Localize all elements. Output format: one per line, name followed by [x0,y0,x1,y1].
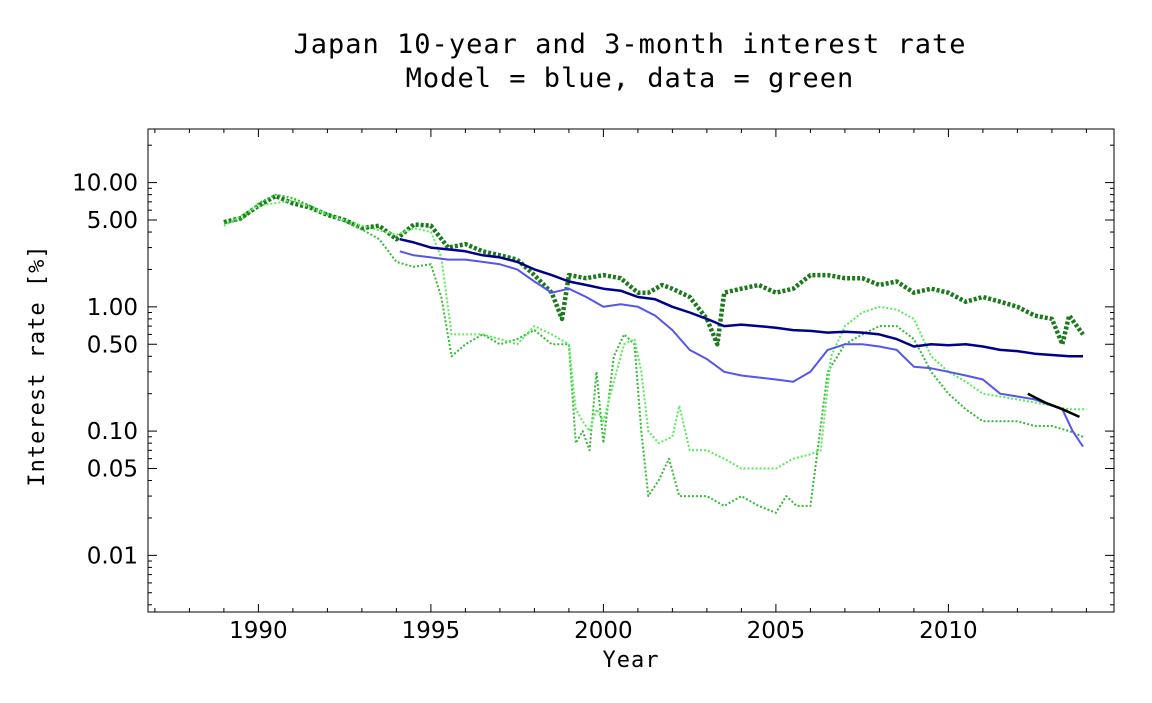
chart-title: Japan 10-year and 3-month interest rate … [0,28,1152,96]
x-tick-label: 2005 [747,618,806,644]
series-line-3 [223,199,1087,470]
x-tick-label: 1990 [229,618,288,644]
axis-layer: 1990 1995 2000 2005 2010 0.01 0.05 0.10 0.50 1.00… [72,129,1114,644]
y-axis-label: Interest rate [%] [25,244,50,486]
x-axis-label: Year [603,648,660,673]
x-tick-label: 2010 [919,618,978,644]
series-layer [223,193,1087,514]
y-tick-label: 1.00 [87,295,138,321]
series-line-4 [399,237,1083,358]
x-tick-label: 1995 [402,618,461,644]
y-tick-label: 10.00 [72,171,138,197]
y-tick-label: 0.05 [87,457,138,483]
title-line-1: Japan 10-year and 3-month interest rate [293,29,967,60]
title-line-2: Model = blue, data = green [405,63,855,94]
series-line-1 [223,193,1085,347]
plot-frame [147,128,1115,613]
series-line-2 [223,193,1084,514]
y-tick-label: 5.00 [87,208,138,234]
series-line-5 [399,250,1084,448]
y-tick-label: 0.50 [87,332,138,358]
y-tick-label: 0.01 [87,543,138,569]
x-tick-label: 2000 [574,618,633,644]
y-tick-label: 0.10 [87,419,138,445]
series-line-6 [1027,392,1081,419]
